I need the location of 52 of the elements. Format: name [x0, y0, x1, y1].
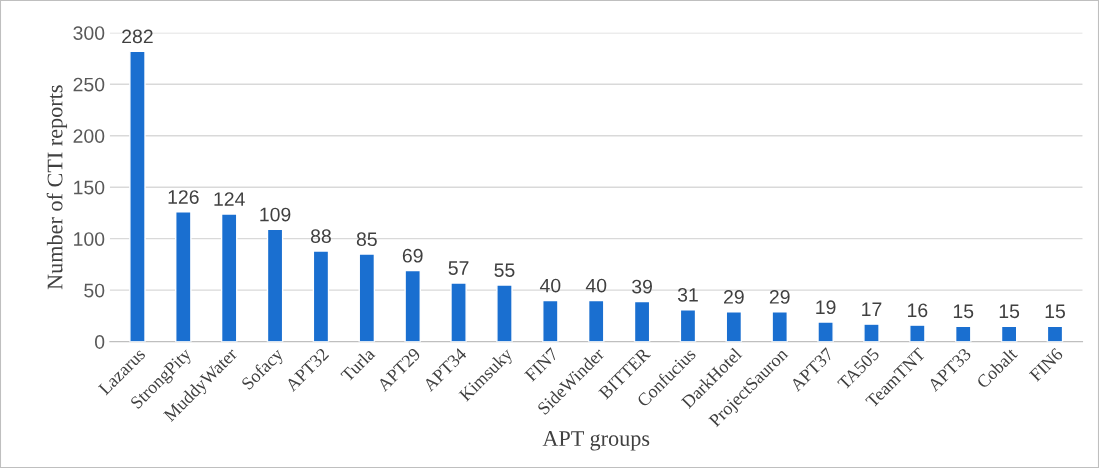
bar	[679, 309, 697, 342]
bar	[587, 299, 605, 342]
data-label: 57	[448, 261, 469, 275]
bar	[863, 323, 880, 342]
y-tick-label: 50	[84, 283, 105, 298]
data-label: 39	[632, 279, 652, 294]
bar	[909, 324, 926, 342]
bar	[771, 311, 788, 342]
bar	[1046, 325, 1064, 342]
data-label: 88	[310, 229, 331, 244]
data-label: 15	[953, 304, 974, 319]
y-tick-label: 250	[73, 77, 105, 92]
y-tick-label: 100	[74, 232, 105, 246]
bar	[129, 50, 146, 342]
data-label: 126	[168, 190, 199, 204]
y-tick-label: 150	[74, 180, 105, 195]
data-label: 19	[816, 300, 836, 315]
bar	[450, 282, 467, 342]
bar	[817, 321, 834, 342]
bar	[312, 250, 330, 342]
bar	[725, 311, 743, 342]
bar	[542, 299, 559, 342]
data-label: 55	[494, 263, 515, 277]
data-label: 29	[769, 290, 790, 304]
bar	[220, 213, 238, 342]
bar	[175, 211, 192, 342]
y-tick-label: 0	[94, 335, 105, 349]
data-label: 109	[260, 207, 291, 222]
data-label: 282	[122, 29, 153, 44]
y-tick-label: 300	[73, 26, 105, 40]
data-label: 15	[1045, 304, 1065, 319]
y-tick-label: 200	[73, 129, 105, 143]
data-label: 69	[402, 248, 423, 263]
bar	[404, 269, 421, 342]
data-label: 40	[539, 278, 561, 293]
bar	[358, 253, 376, 342]
data-label: 85	[356, 232, 377, 247]
x-tick-label: Turla	[339, 346, 376, 383]
data-label: 17	[862, 302, 882, 316]
bar	[266, 228, 284, 342]
x-axis-title: APT groups	[542, 431, 650, 451]
data-label: 16	[908, 303, 928, 318]
bar	[496, 284, 513, 342]
bar	[1000, 325, 1018, 342]
data-label: 40	[585, 278, 607, 293]
bar	[633, 300, 651, 342]
y-axis-title: Number of CTI reports	[46, 85, 68, 290]
data-label: 15	[999, 304, 1020, 319]
bar	[954, 325, 972, 342]
data-label: 124	[214, 192, 245, 206]
data-label: 29	[724, 290, 744, 304]
data-label: 31	[677, 287, 698, 302]
